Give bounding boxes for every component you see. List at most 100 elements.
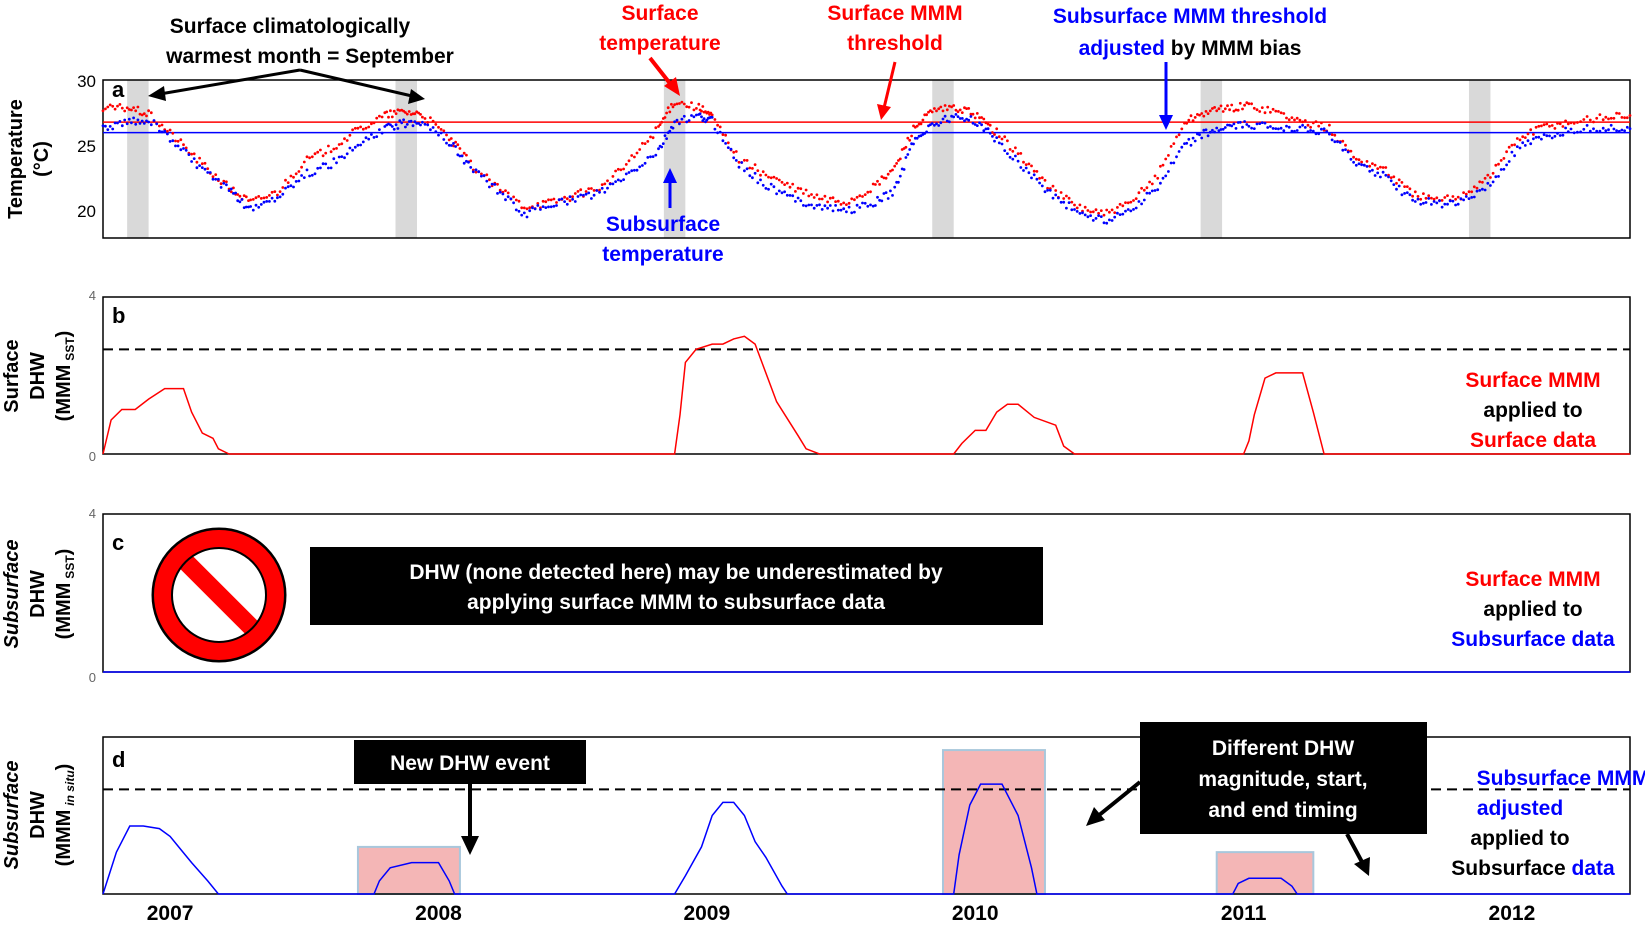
september-band	[1200, 80, 1223, 238]
subsurface-temperature-point	[969, 115, 973, 118]
subsurface-temperature-point	[845, 210, 848, 214]
surface-temperature-point	[1099, 209, 1103, 213]
subsurface-temperature-point	[409, 119, 413, 123]
surface-temperature-point	[783, 183, 786, 187]
subsurface-temperature-point	[1124, 209, 1127, 213]
subsurface-temperature-point	[222, 181, 226, 185]
subsurface-temperature-point	[419, 123, 422, 127]
subsurface-temperature-point	[242, 206, 246, 210]
subsurface-temperature-point	[1352, 160, 1355, 164]
subsurface-temperature-point	[1198, 133, 1201, 137]
surface-temperature-point	[1542, 123, 1546, 127]
surface-temperature-point	[1604, 115, 1608, 119]
subsurface-temperature-point	[745, 167, 749, 171]
subsurface-temperature-point	[812, 206, 816, 210]
subsurface-temperature-point	[343, 156, 346, 160]
subsurface-temperature-point	[761, 183, 765, 187]
subsurface-temperature-point	[1617, 129, 1621, 133]
subsurface-temperature-point	[576, 195, 580, 198]
surface-temperature-point	[1226, 104, 1229, 108]
surface-temperature-point	[238, 194, 242, 198]
subsurface-temperature-point	[702, 117, 706, 121]
subsurface-temperature-point	[367, 137, 371, 141]
surface-temperature-point	[452, 144, 455, 148]
surface-temperature-point	[1059, 191, 1063, 194]
surface-temperature-point	[132, 106, 136, 109]
subsurface-temperature-point	[190, 160, 194, 163]
surface-temperature-point	[1595, 116, 1599, 120]
surface-temperature-point	[281, 186, 285, 189]
surface-temperature-point	[1617, 112, 1621, 115]
surface-temperature-point	[869, 190, 872, 194]
panel-d-note-line4: Subsurface data	[1451, 857, 1615, 880]
surface-temperature-point	[734, 150, 738, 153]
subsurface-temperature-point	[1150, 189, 1154, 193]
surface-temperature-point	[147, 109, 151, 113]
subsurface-temperature-point	[1430, 203, 1433, 206]
surface-temperature-point	[788, 185, 792, 189]
subsurface-temperature-point	[1510, 150, 1514, 154]
subsurface-temperature-point	[474, 168, 478, 172]
subsurface-temperature-point	[1628, 127, 1632, 131]
surface-temperature-point	[943, 104, 947, 107]
subsurface-temperature-point	[1011, 157, 1015, 161]
subsurface-temperature-point	[1311, 129, 1315, 133]
subsurface-temperature-point	[1564, 126, 1567, 130]
subsurface-temperature-point	[302, 176, 306, 180]
panel-b-note-line3: Surface data	[1470, 429, 1596, 452]
surface-temperature-point	[1598, 113, 1602, 116]
surface-temperature-point	[906, 136, 910, 140]
subsurface-temperature-point	[138, 122, 142, 125]
subsurface-temperature-point	[1344, 148, 1347, 152]
subsurface-temperature-point	[871, 204, 875, 208]
surface-temperature-point	[908, 138, 912, 142]
subsurface-temperature-point	[1333, 140, 1337, 144]
surface-temperature-point	[1615, 111, 1618, 115]
panel-b-ylabel: Surface DHW (MMM SST)	[1, 331, 77, 422]
subsurface-temperature-point	[988, 131, 992, 135]
subsurface-temperature-point	[884, 191, 888, 195]
subsurface-temperature-point	[316, 166, 320, 170]
subsurface-temperature-point	[958, 117, 962, 120]
surface-temperature-point	[419, 113, 422, 116]
surface-temperature-point	[1030, 164, 1033, 168]
subsurface-temperature-point	[734, 159, 738, 162]
surface-temperature-point	[549, 198, 553, 202]
subsurface-temperature-point	[933, 123, 936, 127]
surface-temperature-point	[1309, 125, 1312, 129]
subsurface-temperature-point	[184, 148, 188, 152]
subsurface-temperature-point	[1558, 134, 1562, 137]
surface-temperature-point	[889, 169, 892, 173]
surface-temperature-point	[592, 189, 596, 192]
surface-temperature-point	[606, 179, 609, 183]
subsurface-temperature-point	[1497, 175, 1500, 178]
x-tick-label: 2011	[1221, 902, 1267, 925]
subsurface-temperature-point	[993, 139, 996, 143]
subsurface-temperature-point	[904, 156, 908, 159]
subsurface-temperature-point	[834, 204, 837, 207]
subsurface-temperature-point	[1392, 183, 1396, 187]
subsurface-temperature-point	[1175, 155, 1178, 159]
subsurface-temperature-point	[442, 138, 446, 141]
subsurface-temperature-point	[552, 204, 556, 208]
surface-dhw-line	[102, 335, 1630, 455]
subsurface-temperature-point	[726, 146, 730, 150]
surface-temperature-point	[1046, 186, 1049, 190]
subsurface-temperature-point	[104, 124, 107, 128]
subsurface-temperature-point	[1208, 130, 1212, 134]
subsurface-temperature-point	[1153, 189, 1157, 192]
subsurface-temperature-point	[1435, 201, 1439, 205]
surface-temperature-point	[1475, 186, 1479, 190]
surface-temperature-point	[1405, 185, 1409, 189]
surface-temperature-point	[646, 140, 650, 143]
subsurface-temperature-point	[335, 161, 338, 165]
subsurface-temperature-point	[259, 203, 263, 206]
surface-temperature-point	[1223, 107, 1227, 111]
subsurface-temperature-point	[1185, 141, 1189, 145]
surface-temperature-point	[764, 173, 768, 177]
subsurface-temperature-point	[447, 143, 451, 147]
arrow-to-2008-september	[299, 68, 413, 98]
subsurface-temperature-point	[417, 122, 420, 125]
subsurface-temperature-point	[1389, 179, 1393, 183]
subsurface-temperature-point	[573, 200, 577, 203]
